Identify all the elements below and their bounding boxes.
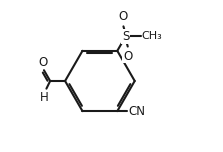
Text: CN: CN — [128, 105, 145, 118]
Text: O: O — [39, 55, 48, 69]
Text: H: H — [40, 91, 49, 104]
Text: CH₃: CH₃ — [142, 31, 162, 41]
Text: O: O — [119, 10, 128, 23]
Text: S: S — [122, 30, 129, 43]
Text: O: O — [123, 50, 132, 62]
